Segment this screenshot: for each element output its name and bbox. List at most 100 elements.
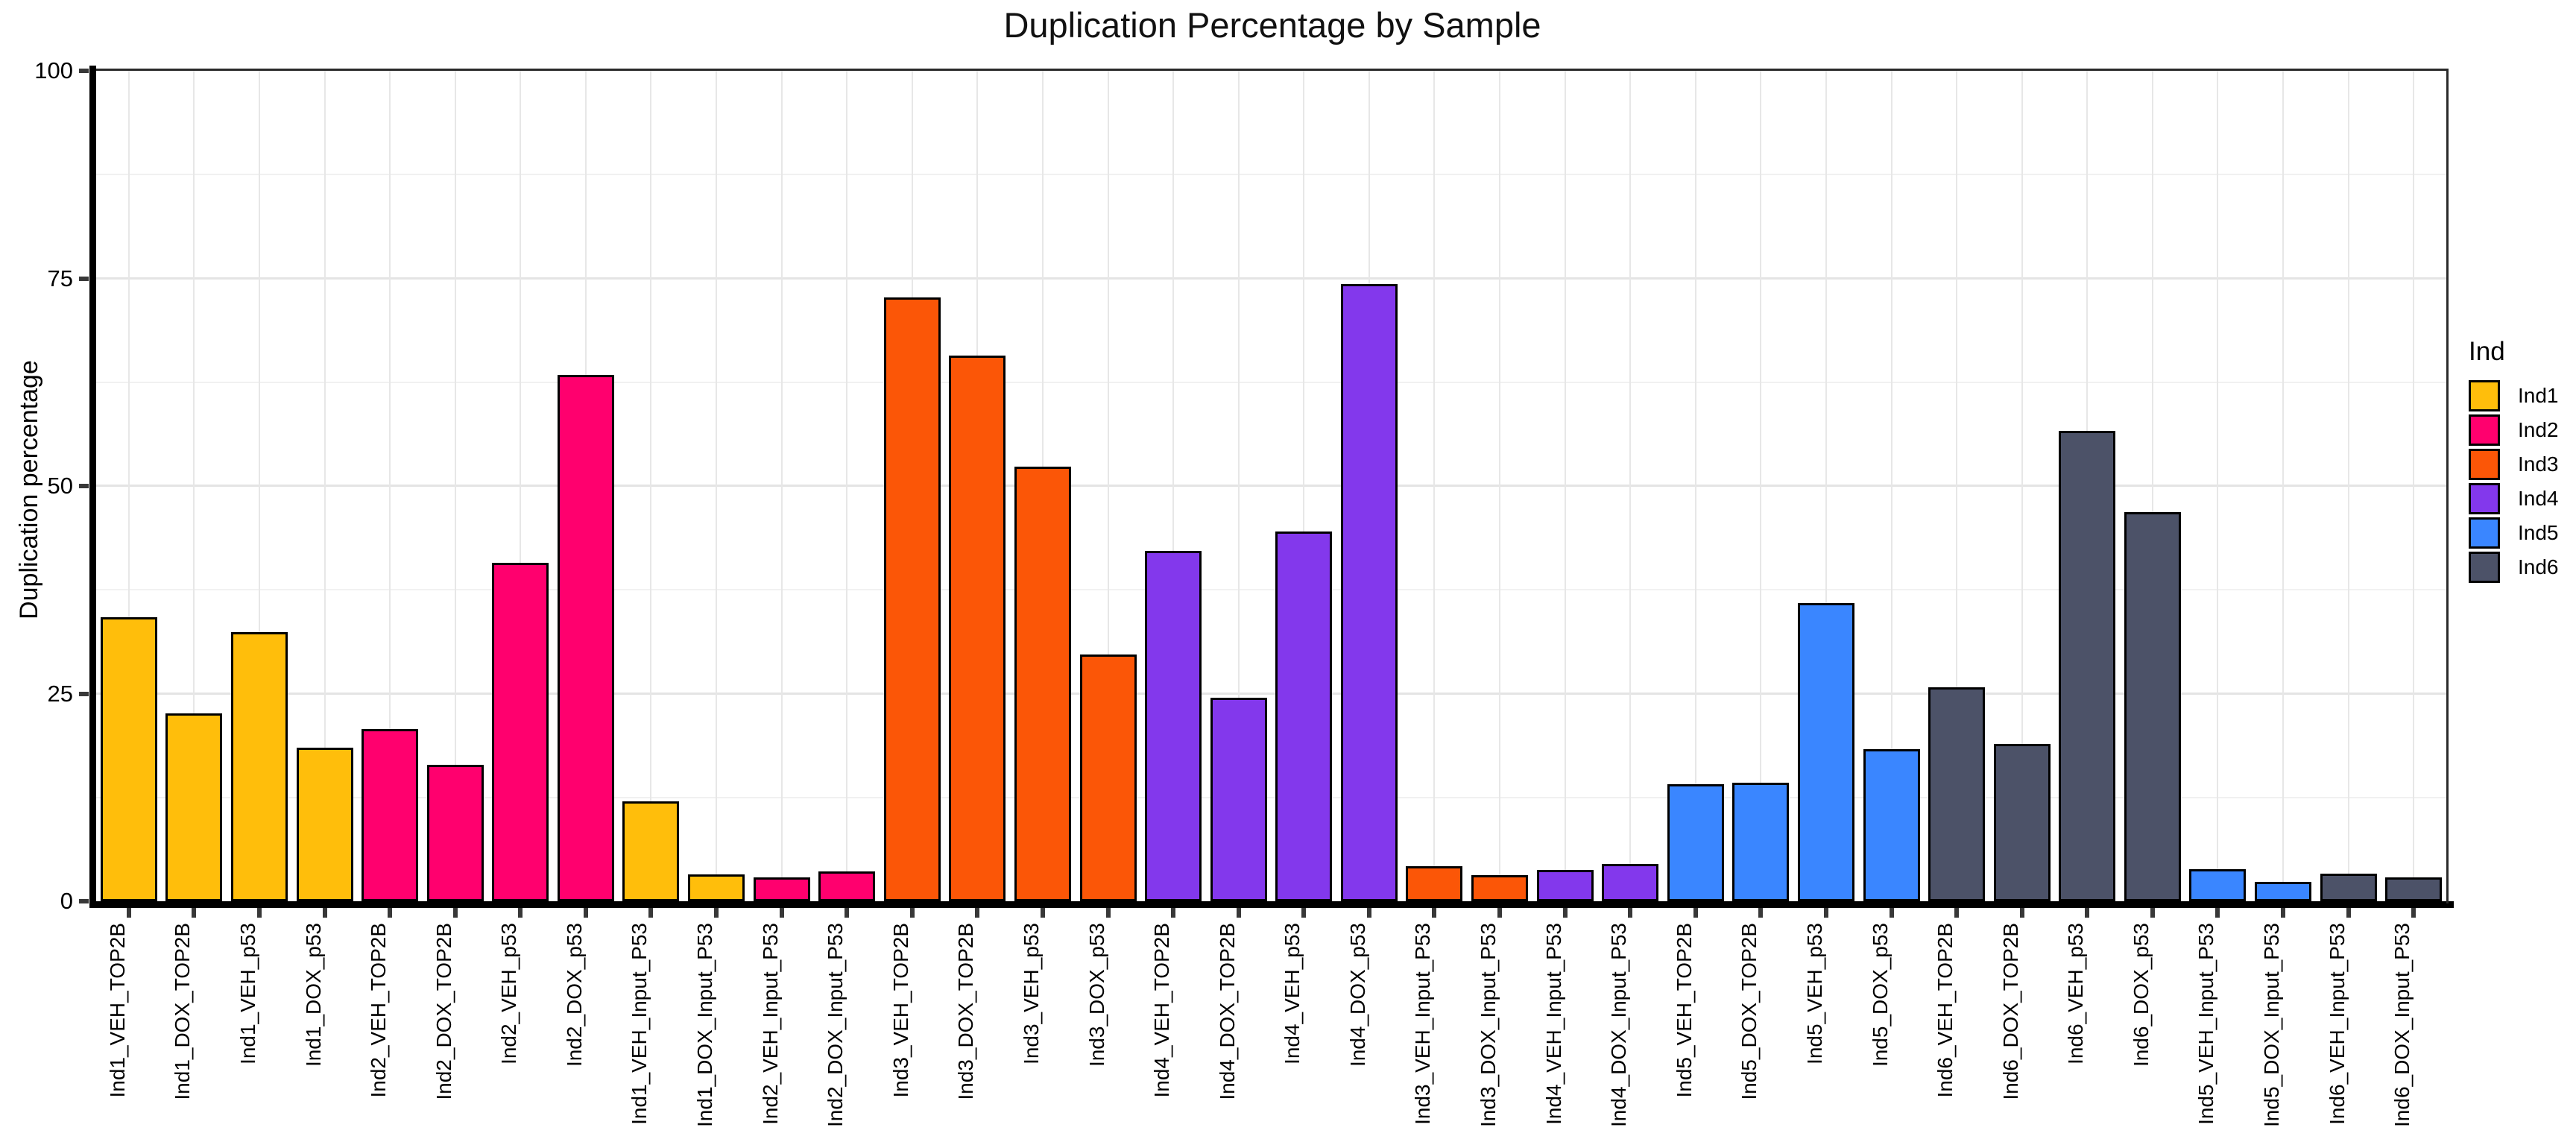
x-axis-tick-label: Ind1_DOX_TOP2B [171, 923, 195, 1100]
y-axis-tick-label: 25 [47, 680, 73, 707]
minor-gridline [96, 174, 2446, 176]
x-axis-tick-label: Ind6_DOX_TOP2B [1998, 923, 2022, 1100]
legend-entry: Ind3 [2469, 449, 2559, 480]
x-axis-tick [1040, 908, 1045, 918]
category-gridline [1760, 71, 1762, 901]
category-gridline [1629, 71, 1632, 901]
bar [2189, 868, 2247, 901]
x-axis-tick [1497, 908, 1503, 918]
x-axis-tick [909, 908, 915, 918]
category-gridline [193, 71, 195, 901]
category-gridline [2151, 71, 2153, 901]
y-axis-tick [79, 691, 89, 696]
category-gridline [389, 71, 391, 901]
x-axis-tick [126, 908, 131, 918]
x-axis-tick-label: Ind1_VEH_p53 [236, 923, 259, 1064]
bar [2059, 431, 2116, 901]
bar [1928, 687, 1986, 901]
y-axis-tick [79, 276, 89, 281]
x-axis-tick-label: Ind4_DOX_Input_P53 [1607, 923, 1631, 1127]
x-axis-tick [2215, 908, 2220, 918]
chart-title: Duplication Percentage by Sample [1003, 5, 1541, 45]
x-axis-tick-label: Ind3_VEH_p53 [1019, 923, 1043, 1064]
category-gridline [127, 71, 130, 901]
category-gridline [1564, 71, 1566, 901]
bar [492, 562, 549, 901]
x-axis-tick [452, 908, 458, 918]
category-gridline [1433, 71, 1436, 901]
y-axis-tick-label: 100 [34, 57, 73, 83]
legend-entry: Ind2 [2469, 414, 2559, 446]
x-axis-tick-label: Ind3_DOX_p53 [1085, 923, 1108, 1067]
legend-entry: Ind1 [2469, 380, 2559, 411]
category-gridline [1172, 71, 1175, 901]
major-gridline [96, 692, 2446, 695]
bar [1993, 744, 2051, 901]
bar [1863, 749, 1920, 901]
legend-swatch [2469, 414, 2500, 446]
x-axis-tick-label: Ind6_VEH_p53 [2064, 923, 2088, 1064]
legend-entry-label: Ind1 [2518, 384, 2559, 407]
legend-entry: Ind4 [2469, 483, 2559, 514]
x-axis-tick-label: Ind4_VEH_TOP2B [1150, 923, 1174, 1098]
x-axis-tick [975, 908, 980, 918]
x-axis-tick [1889, 908, 1894, 918]
category-gridline [2347, 71, 2349, 901]
category-gridline [454, 71, 456, 901]
x-axis-tick [1236, 908, 1241, 918]
category-gridline [1956, 71, 1958, 901]
x-axis-tick-label: Ind5_DOX_p53 [1868, 923, 1892, 1067]
bar [818, 871, 876, 901]
x-axis-tick-label: Ind3_VEH_TOP2B [888, 923, 912, 1098]
bar [753, 877, 810, 901]
legend-entry-label: Ind5 [2518, 521, 2559, 544]
legend-swatch [2469, 517, 2500, 549]
x-axis-tick [2019, 908, 2024, 918]
category-gridline [1107, 71, 1109, 901]
x-axis-tick [322, 908, 327, 918]
panel-border-top [96, 69, 2449, 71]
legend-title: Ind [2469, 337, 2505, 366]
bar [230, 632, 288, 901]
x-axis-tick-label: Ind5_VEH_TOP2B [1672, 923, 1696, 1098]
x-axis-tick [2150, 908, 2155, 918]
x-axis-tick [1105, 908, 1111, 918]
category-gridline [258, 71, 260, 901]
category-gridline [2413, 71, 2415, 901]
x-axis-tick-label: Ind5_DOX_TOP2B [1737, 923, 1761, 1100]
category-gridline [1825, 71, 1827, 901]
bar [883, 297, 941, 901]
bar [1079, 654, 1137, 901]
category-gridline [2021, 71, 2023, 901]
x-axis-tick-label: Ind4_VEH_p53 [1281, 923, 1304, 1064]
minor-gridline [96, 589, 2446, 591]
category-gridline [1499, 71, 1501, 901]
category-gridline [846, 71, 848, 901]
x-axis-tick [779, 908, 784, 918]
x-axis-tick [845, 908, 850, 918]
y-axis-tick [79, 69, 89, 73]
x-axis-tick [1171, 908, 1176, 918]
bar [1797, 603, 1854, 901]
category-gridline [2217, 71, 2219, 901]
bar [426, 765, 484, 901]
y-axis-line [89, 66, 96, 906]
legend-swatch [2469, 483, 2500, 514]
legend-entry-label: Ind4 [2518, 487, 2559, 510]
x-axis-tick-label: Ind4_VEH_Input_P53 [1541, 923, 1565, 1125]
y-axis-tick-label: 50 [47, 473, 73, 499]
category-gridline [323, 71, 326, 901]
category-gridline [520, 71, 522, 901]
x-axis-tick-label: Ind6_DOX_Input_P53 [2390, 923, 2414, 1127]
bar [1340, 284, 1398, 901]
legend-swatch [2469, 380, 2500, 411]
legend-entries: Ind1 Ind2 Ind3 Ind4 Ind5 Ind6 [2469, 380, 2559, 583]
category-gridline [1890, 71, 1892, 901]
bar [1145, 550, 1202, 901]
bar [1602, 863, 1659, 901]
x-axis-tick [648, 908, 654, 918]
x-axis-tick [1432, 908, 1437, 918]
minor-gridline [96, 796, 2446, 798]
y-axis-tick-label: 0 [60, 888, 73, 914]
